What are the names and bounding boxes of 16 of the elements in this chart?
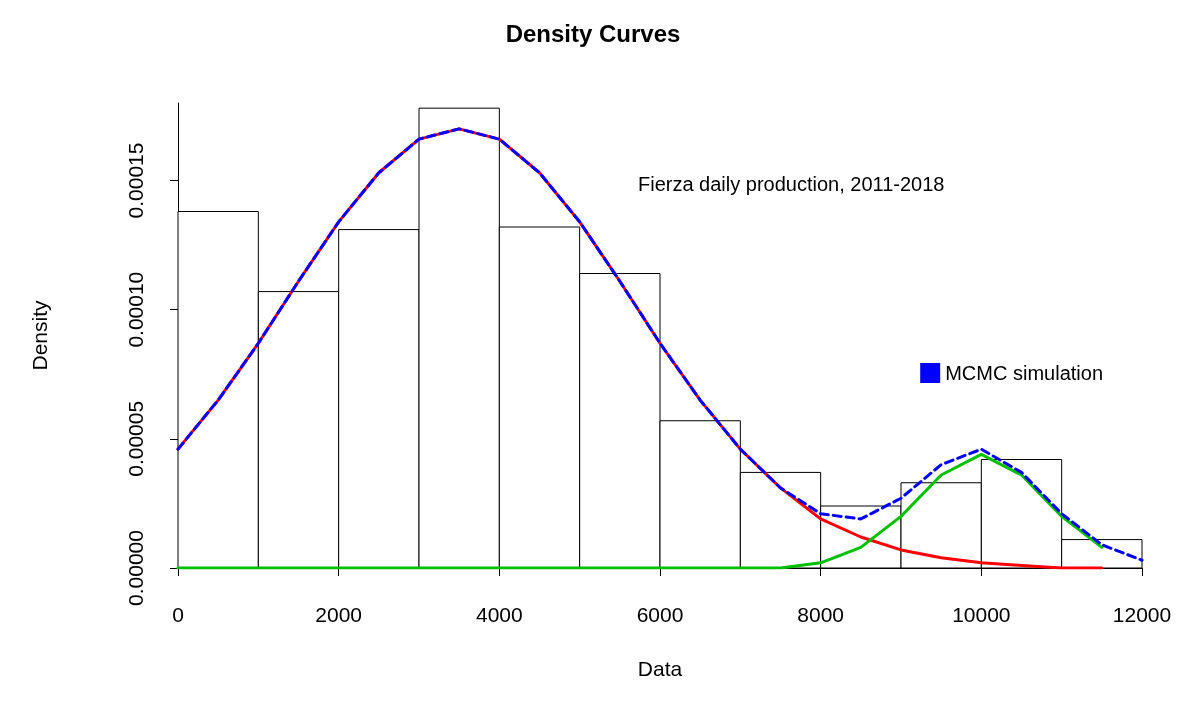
annotation: Fierza daily production, 2011-2018 [638, 173, 945, 195]
x-axis-title: Data [637, 657, 683, 680]
x-tick-label: 4000 [475, 603, 523, 626]
x-tick-label: 8000 [797, 603, 845, 626]
legend-label: MCMC simulation [945, 362, 1104, 384]
x-tick-label: 12000 [1112, 603, 1172, 626]
x-tick-label: 0 [172, 603, 184, 626]
x-tick-label: 10000 [952, 603, 1011, 626]
x-tick-label: 6000 [636, 603, 684, 626]
y-tick-label: 0.00005 [124, 400, 147, 477]
x-tick-label: 2000 [315, 603, 363, 626]
y-tick-label: 0.00015 [124, 142, 147, 219]
y-axis-title: Density [28, 299, 51, 371]
chart-title: Density Curves [505, 19, 681, 47]
y-tick-label: 0.00010 [124, 271, 147, 348]
y-tick-label: 0.00000 [124, 530, 147, 606]
